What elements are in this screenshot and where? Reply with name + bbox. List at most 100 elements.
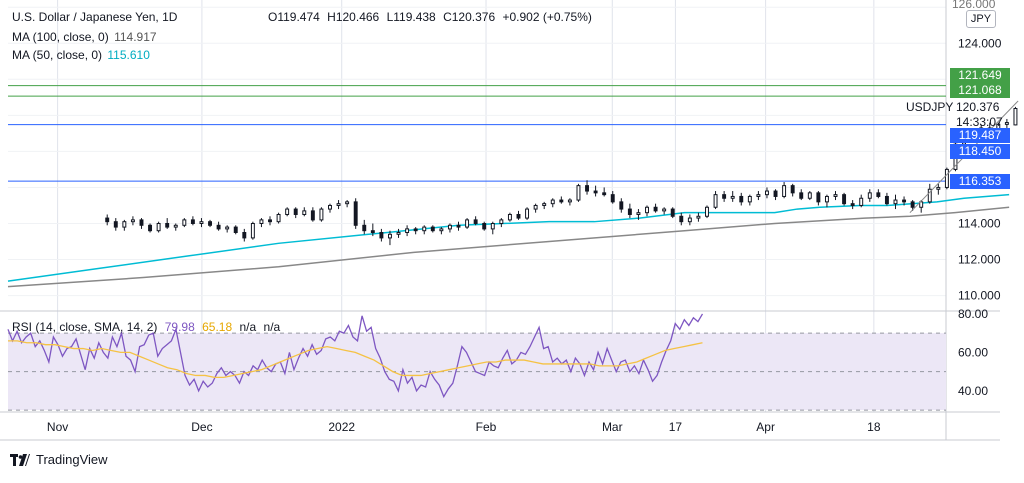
- time-tick-label: Nov: [47, 420, 68, 434]
- candle-down: [627, 208, 632, 215]
- candle-down: [593, 190, 598, 194]
- price-tag-top-partial: 126.000: [952, 0, 996, 11]
- candle-up: [490, 222, 495, 230]
- ma50-legend[interactable]: MA (50, close, 0) 115.610: [12, 48, 152, 62]
- candle-up: [859, 197, 864, 206]
- rsi-na-2: n/a: [263, 320, 281, 334]
- candle-up: [824, 195, 829, 203]
- candle-down: [739, 195, 744, 203]
- candle-up: [173, 224, 178, 228]
- candle-down: [910, 201, 915, 208]
- price-tag-118450: 118.450: [950, 144, 1010, 159]
- candle-up: [687, 217, 692, 223]
- candle-down: [842, 194, 847, 205]
- time-tick-label: Apr: [756, 420, 775, 434]
- candle-up: [713, 194, 718, 208]
- candle-up: [765, 190, 769, 196]
- tradingview-logo-icon: [10, 453, 30, 466]
- candle-up: [225, 226, 230, 230]
- candle-down: [165, 222, 170, 228]
- candle-up: [525, 208, 530, 219]
- candle-up: [705, 206, 709, 217]
- candle-up: [567, 199, 572, 203]
- time-tick-label: Feb: [476, 420, 497, 434]
- candle-up: [199, 221, 204, 224]
- rsi-tick-label: 80.00: [958, 307, 988, 321]
- candle-up: [276, 213, 281, 223]
- bar-countdown: 14:33:07: [956, 115, 1003, 129]
- candle-up: [439, 228, 444, 232]
- candle-down: [242, 232, 247, 239]
- candle-up: [833, 194, 838, 197]
- candle-down: [876, 192, 881, 197]
- candle-up: [336, 203, 341, 206]
- candle-up: [542, 203, 547, 206]
- candle-up: [259, 219, 264, 224]
- candle-down: [113, 221, 118, 228]
- ma100-line: [7, 206, 1010, 288]
- candle-down: [105, 217, 110, 223]
- candle-up: [1013, 108, 1018, 126]
- candle-down: [670, 208, 675, 217]
- candle-up: [447, 224, 452, 230]
- candle-up: [156, 222, 161, 232]
- axis-layer: 110.000 112.000 114.000 124.000 40.00 60.00 80…: [47, 36, 1002, 434]
- ma50-label: MA (50, close, 0): [12, 48, 103, 62]
- time-tick-label: 17: [669, 420, 683, 434]
- symbol-title: U.S. Dollar / Japanese Yen, 1D: [12, 10, 179, 24]
- candle-up: [919, 201, 924, 208]
- candle-down: [722, 194, 727, 199]
- candle-down: [456, 224, 461, 228]
- ohlc-change: +0.902 (+0.75%): [502, 10, 592, 24]
- rsi-line: [7, 313, 704, 399]
- candle-down: [559, 199, 564, 203]
- candle-down: [233, 226, 238, 233]
- candle-down: [208, 221, 212, 226]
- candle-down: [362, 224, 367, 232]
- candle-down: [413, 228, 418, 232]
- candle-up: [756, 194, 761, 197]
- candle-up: [465, 219, 470, 228]
- candle-up: [730, 195, 735, 199]
- ma100-label: MA (100, close, 0): [12, 30, 109, 44]
- candles-layer: [105, 106, 1018, 246]
- candle-down: [610, 194, 615, 203]
- candle-up: [319, 208, 324, 221]
- candle-up: [182, 219, 187, 226]
- tradingview-brand[interactable]: TradingView: [10, 452, 108, 467]
- price-tick-label: 124.000: [958, 36, 1002, 50]
- candle-up: [422, 226, 427, 232]
- symbol-title-text: U.S. Dollar / Japanese Yen, 1D: [12, 10, 178, 24]
- candle-up: [645, 206, 649, 214]
- candle-up: [250, 222, 255, 239]
- candle-down: [482, 222, 487, 230]
- candle-up: [807, 192, 812, 199]
- candle-up: [662, 208, 667, 212]
- candle-up: [1004, 122, 1009, 125]
- rsi-sma-value: 65.18: [202, 320, 233, 334]
- moving-averages-layer: [7, 193, 1010, 288]
- rsi-legend[interactable]: RSI (14, close, SMA, 14, 2) 79.98 65.18 …: [12, 320, 284, 334]
- candle-down: [679, 215, 684, 223]
- candle-down: [268, 219, 272, 223]
- rsi-value: 79.98: [164, 320, 195, 334]
- candle-up: [576, 185, 581, 201]
- price-tag-121068: 121.068: [950, 83, 1010, 98]
- rsi-sma-line: [8, 340, 703, 379]
- currency-unit-button[interactable]: JPY: [966, 10, 996, 28]
- candle-up: [782, 185, 787, 197]
- candle-down: [473, 219, 478, 224]
- candle-down: [799, 192, 804, 199]
- candle-down: [353, 201, 358, 226]
- candle-up: [936, 186, 941, 190]
- brand-name: TradingView: [36, 452, 108, 467]
- candle-down: [216, 224, 221, 230]
- rsi-na-1: n/a: [239, 320, 257, 334]
- ma100-legend[interactable]: MA (100, close, 0) 114.917: [12, 30, 159, 44]
- candle-up: [285, 208, 290, 215]
- candle-down: [139, 219, 144, 226]
- candle-down: [773, 190, 778, 197]
- grid-layer: [0, 0, 1000, 441]
